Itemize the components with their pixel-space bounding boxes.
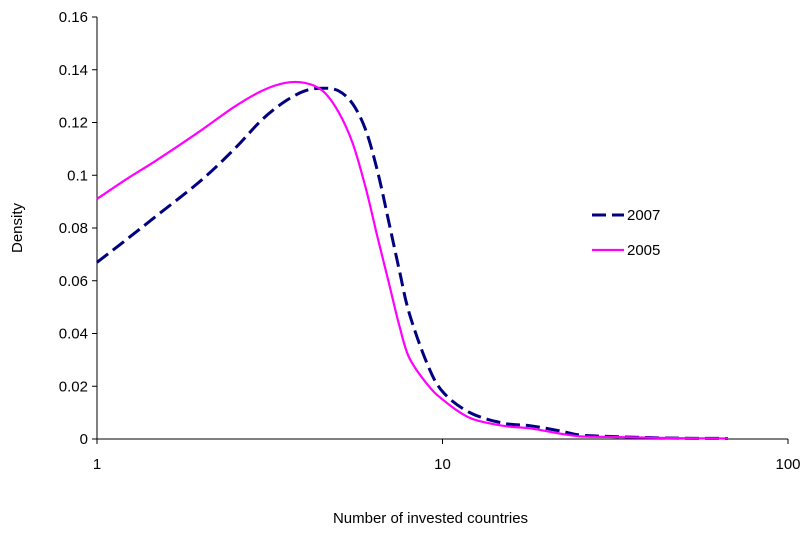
- x-ticks: 1 10 100: [93, 439, 801, 473]
- y-axis-title: Density: [9, 202, 26, 253]
- series-line-2007: [96, 86, 728, 440]
- y-tick-label: 0.04: [59, 326, 88, 343]
- y-tick-label: 0.14: [59, 62, 88, 79]
- y-tick-label: 0: [80, 431, 88, 448]
- y-ticks: 0 0.02 0.04 0.06 0.08 0.1 0.12 0.14 0.16: [59, 9, 97, 448]
- y-tick-label: 0.08: [59, 220, 88, 237]
- y-tick-label: 0.12: [59, 115, 88, 132]
- series-layer: [96, 80, 728, 440]
- legend: 2007 2005: [592, 207, 660, 259]
- y-tick-label: 0.06: [59, 273, 88, 290]
- x-tick-label: 1: [93, 456, 101, 473]
- x-tick-label: 10: [434, 456, 451, 473]
- y-tick-label: 0.02: [59, 378, 88, 395]
- y-tick-label: 0.16: [59, 9, 88, 26]
- x-tick-label: 100: [775, 456, 800, 473]
- series-line-2005: [96, 80, 728, 440]
- legend-label-2005: 2005: [627, 242, 660, 259]
- legend-label-2007: 2007: [627, 207, 660, 224]
- y-tick-label: 0.1: [67, 167, 88, 184]
- axes: [96, 17, 788, 440]
- x-axis-title: Number of invested countries: [333, 510, 528, 527]
